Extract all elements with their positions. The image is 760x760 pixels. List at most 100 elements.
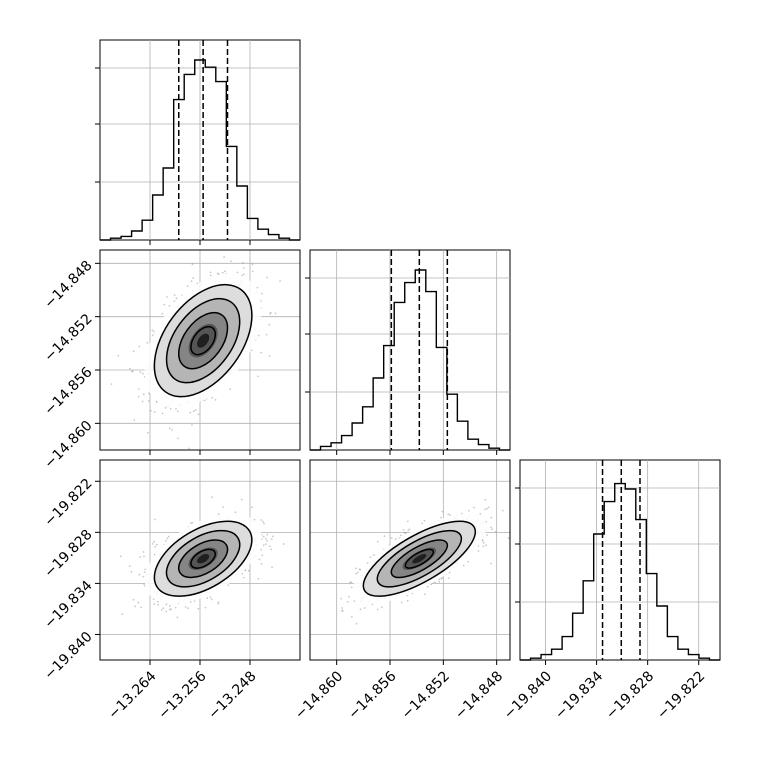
y-tick-label: −14.856	[41, 364, 95, 418]
scatter-point	[160, 609, 163, 611]
scatter-point	[191, 424, 193, 426]
x-tick-label: −19.822	[654, 668, 708, 722]
scatter-point	[242, 576, 245, 579]
contour-line	[178, 539, 229, 579]
scatter-point	[479, 512, 482, 515]
scatter-point	[350, 581, 352, 584]
contour-line	[178, 311, 229, 370]
histogram-step-line	[520, 482, 720, 661]
scatter-point	[130, 570, 133, 573]
scatter-point	[153, 330, 155, 333]
y-tick-label: −19.834	[41, 578, 95, 632]
density-panel-0-1	[100, 250, 300, 450]
contour-line	[362, 520, 477, 597]
scatter-point	[355, 572, 357, 575]
scatter-point	[486, 534, 488, 536]
scatter-point	[282, 543, 285, 545]
scatter-point	[262, 535, 265, 538]
scatter-point	[143, 555, 145, 558]
y-tick-label: −19.822	[41, 476, 95, 530]
scatter-point	[357, 571, 359, 574]
scatter-point	[133, 419, 136, 421]
scatter-point	[138, 345, 141, 348]
scatter-point	[143, 583, 146, 586]
scatter-point	[268, 323, 271, 326]
x-tick-label: −19.840	[501, 668, 555, 722]
scatter-point	[150, 409, 152, 412]
scatter-point	[266, 540, 268, 542]
scatter-point	[174, 606, 177, 609]
scatter-point	[175, 297, 178, 300]
x-tick-label: −19.834	[552, 668, 606, 722]
scatter-point	[355, 567, 357, 570]
scatter-point	[371, 603, 374, 606]
scatter-point	[154, 545, 157, 548]
scatter-point	[462, 564, 465, 567]
scatter-point	[423, 519, 426, 522]
density-fill	[412, 554, 427, 564]
scatter-point	[176, 616, 179, 619]
scatter-point	[110, 383, 113, 385]
contour-line	[404, 548, 435, 569]
scatter-point	[490, 516, 493, 519]
scatter-point	[269, 311, 272, 314]
histogram-step-line	[100, 59, 300, 241]
scatter-point	[147, 431, 149, 434]
scatter-point	[376, 608, 379, 611]
scatter-point	[266, 533, 269, 536]
scatter-point	[358, 568, 361, 571]
scatter-point	[129, 367, 131, 370]
density-panel-0-2	[100, 460, 300, 660]
scatter-point	[404, 532, 407, 535]
scatter-point	[260, 351, 263, 354]
contour-line	[190, 548, 217, 569]
scatter-point	[467, 509, 470, 512]
scatter-point	[173, 300, 176, 302]
scatter-point	[341, 609, 344, 612]
scatter-point	[256, 286, 259, 289]
y-tick-label: −14.860	[41, 418, 95, 472]
scatter-point	[138, 573, 141, 576]
scatter-point	[251, 263, 254, 266]
scatter-point	[341, 607, 343, 609]
x-tick-label: −14.848	[452, 668, 506, 722]
scatter-point	[128, 565, 131, 568]
scatter-point	[132, 350, 135, 353]
density-frame-1-2	[309, 459, 511, 665]
scatter-point	[473, 506, 475, 509]
scatter-point	[153, 411, 156, 413]
scatter-point	[155, 543, 158, 546]
scatter-point	[137, 395, 140, 398]
scatter-point	[406, 599, 409, 602]
scatter-point	[169, 608, 172, 611]
scatter-point	[252, 270, 254, 273]
scatter-point	[189, 411, 192, 414]
scatter-point	[482, 541, 485, 544]
hist-panel-2	[515, 459, 721, 665]
scatter-point	[490, 562, 492, 565]
scatter-point	[268, 355, 271, 357]
scatter-point	[173, 294, 176, 296]
scatter-point	[140, 606, 142, 609]
scatter-point	[241, 572, 244, 575]
scatter-point	[260, 519, 263, 521]
scatter-point	[216, 272, 219, 275]
scatter-point	[434, 581, 437, 584]
density-panel-1-2	[310, 460, 510, 660]
scatter-point	[153, 518, 156, 521]
scatter-point	[353, 600, 356, 602]
scatter-point	[151, 543, 154, 545]
scatter-point	[157, 603, 160, 606]
scatter-point	[137, 601, 140, 604]
scatter-point	[142, 575, 145, 578]
scatter-point	[175, 408, 177, 410]
scatter-point	[438, 580, 441, 583]
scatter-point	[274, 312, 277, 315]
scatter-point	[490, 526, 492, 529]
scatter-point	[271, 566, 273, 569]
scatter-point	[132, 598, 135, 601]
contour-line	[153, 520, 253, 597]
x-tick-label: −13.248	[205, 668, 259, 722]
scatter-point	[144, 568, 147, 571]
scatter-point	[222, 506, 224, 508]
